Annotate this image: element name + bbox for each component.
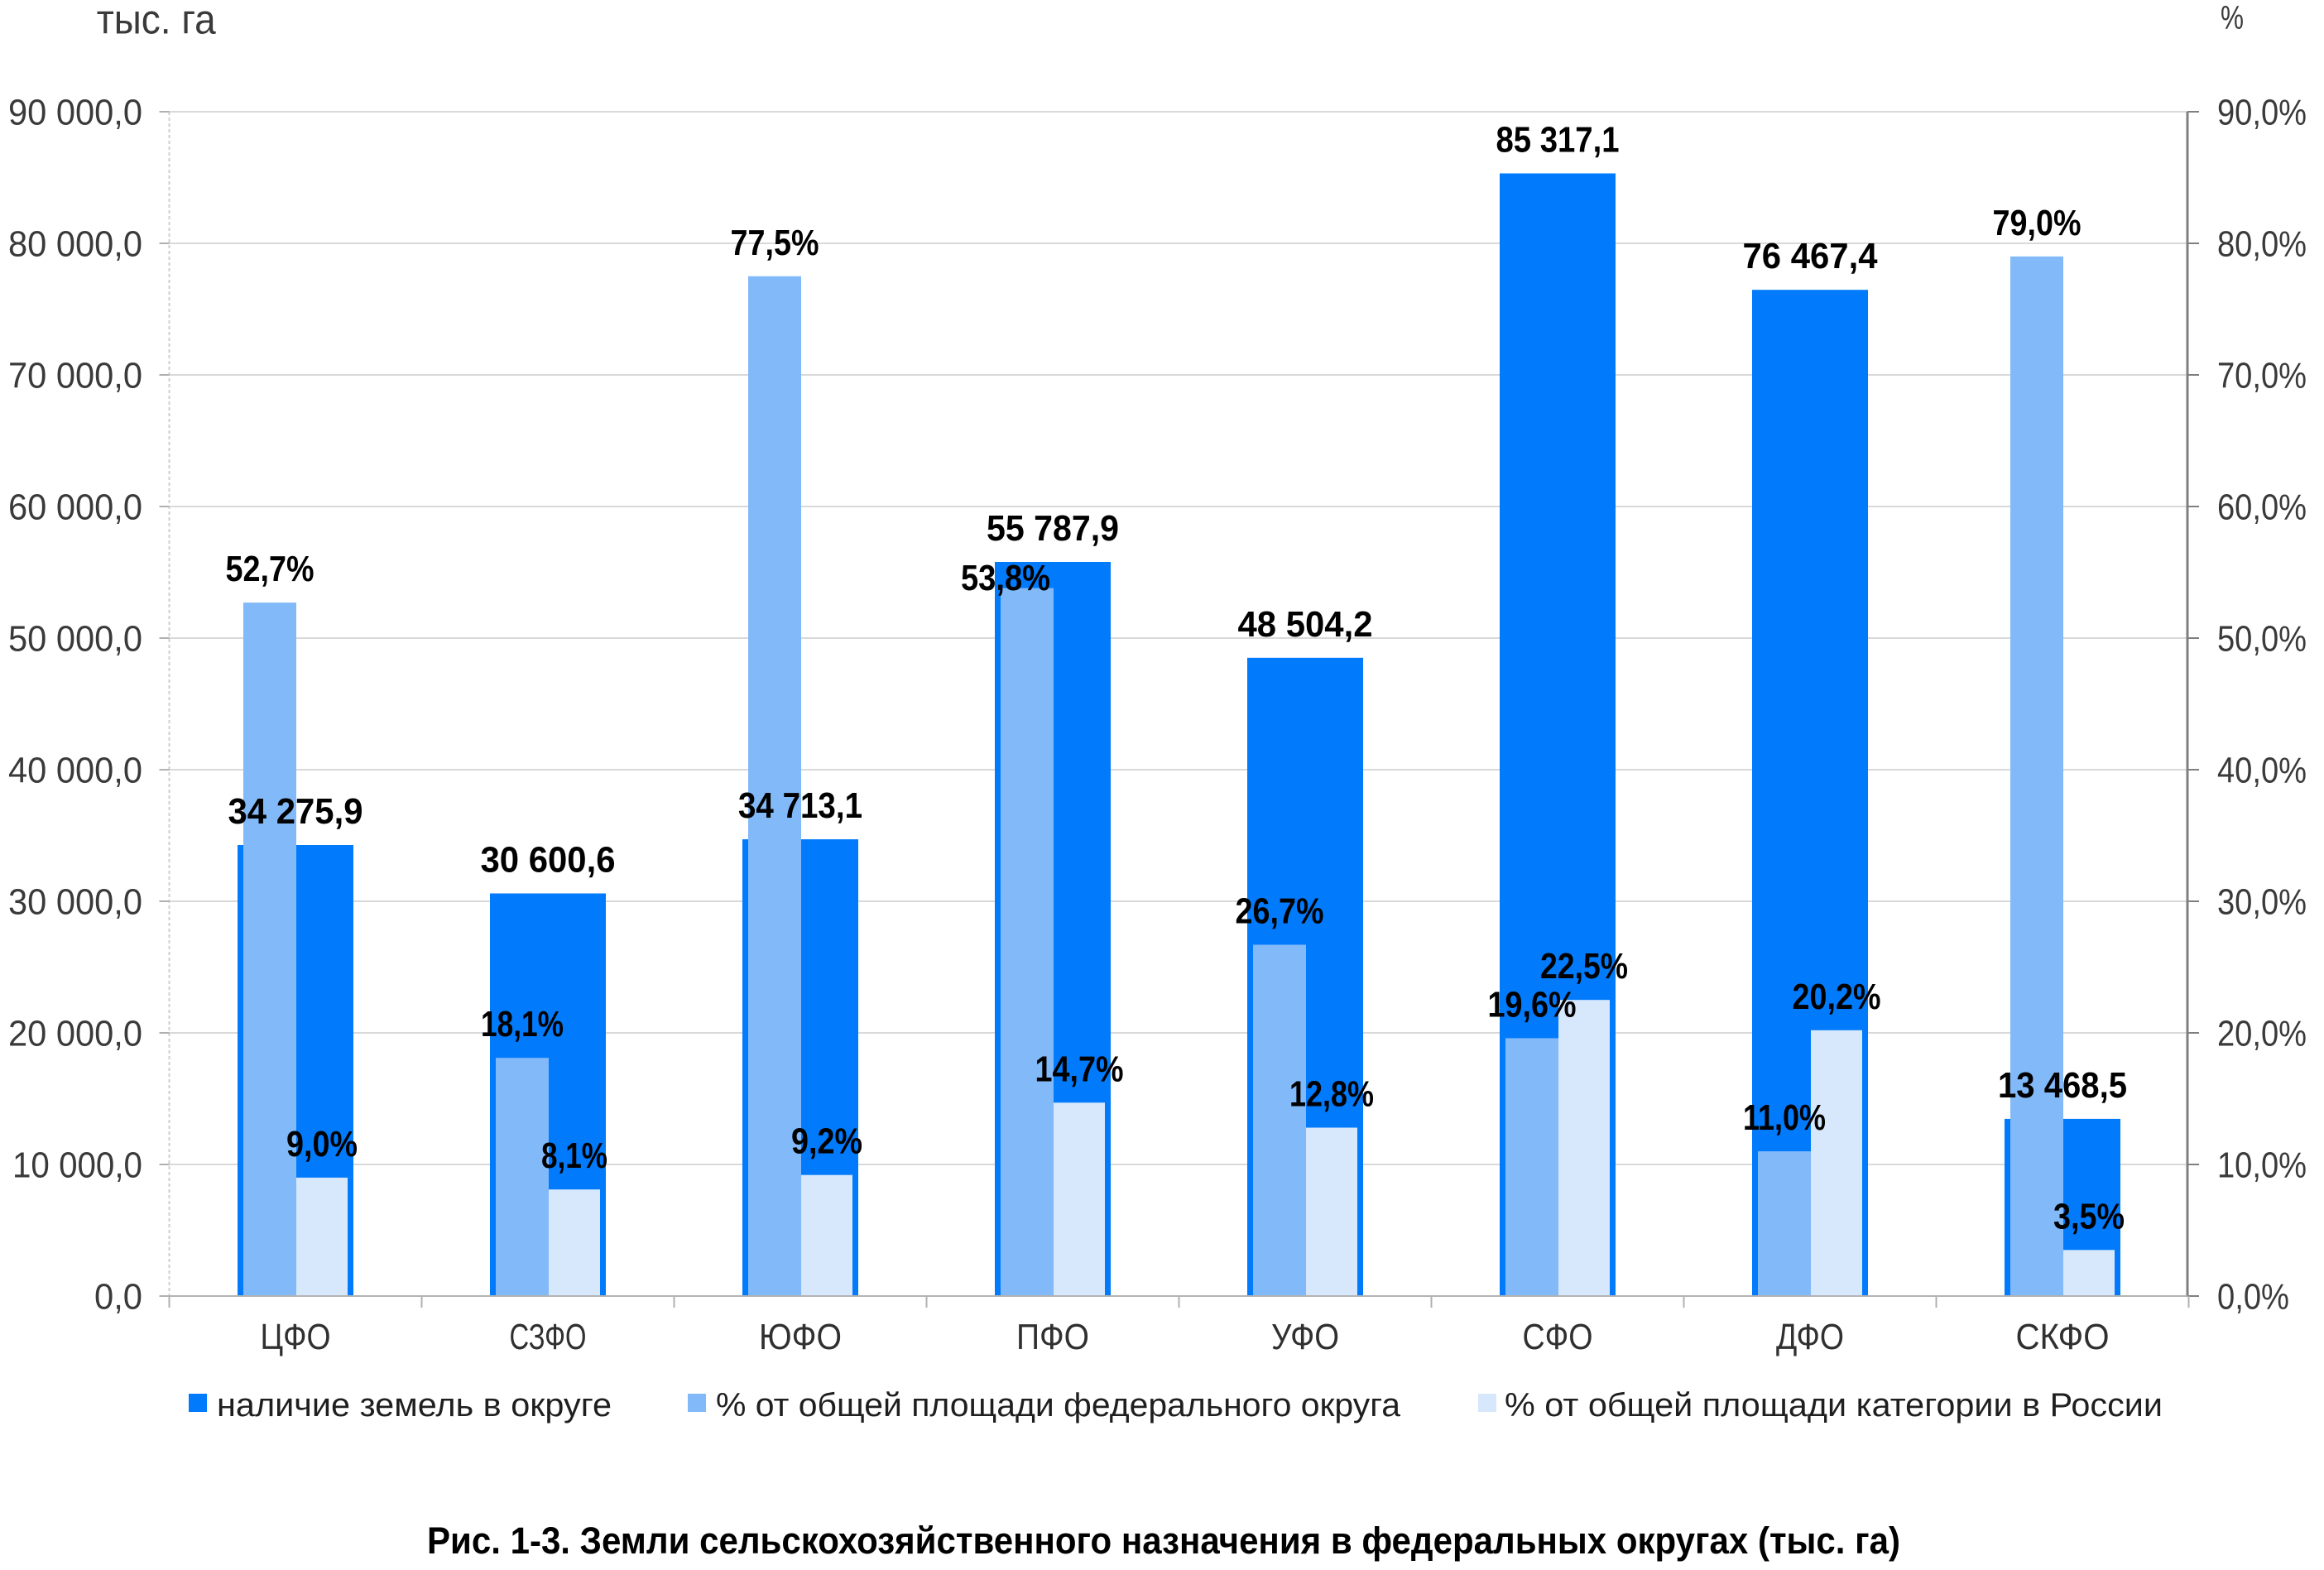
svg-text:53,8%: 53,8%	[961, 558, 1050, 598]
svg-text:85 317,1: 85 317,1	[1496, 120, 1620, 161]
svg-text:30 000,0: 30 000,0	[8, 882, 142, 923]
svg-text:11,0%: 11,0%	[1743, 1097, 1826, 1138]
svg-text:СКФО: СКФО	[2016, 1317, 2110, 1357]
svg-text:30,0%: 30,0%	[2217, 882, 2307, 923]
svg-text:3,5%: 3,5%	[2053, 1196, 2125, 1236]
svg-text:40,0%: 40,0%	[2217, 751, 2307, 791]
svg-text:34 275,9: 34 275,9	[228, 791, 363, 832]
svg-text:ЦФО: ЦФО	[261, 1317, 331, 1357]
svg-text:%: %	[2221, 0, 2244, 36]
svg-text:УФО: УФО	[1271, 1317, 1339, 1357]
svg-text:20,2%: 20,2%	[1793, 977, 1881, 1017]
svg-text:0,0%: 0,0%	[2217, 1277, 2289, 1318]
svg-text:8,1%: 8,1%	[541, 1135, 607, 1176]
svg-text:22,5%: 22,5%	[1540, 946, 1628, 987]
svg-text:19,6%: 19,6%	[1488, 984, 1577, 1025]
svg-text:ДФО: ДФО	[1776, 1317, 1844, 1357]
svg-text:55 787,9: 55 787,9	[987, 508, 1119, 549]
svg-text:50 000,0: 50 000,0	[8, 619, 142, 660]
svg-text:50,0%: 50,0%	[2217, 619, 2307, 660]
svg-text:79,0%: 79,0%	[1993, 203, 2082, 243]
svg-text:60 000,0: 60 000,0	[8, 487, 142, 528]
svg-text:наличие земель в округе: наличие земель в округе	[217, 1387, 612, 1424]
svg-text:77,5%: 77,5%	[731, 223, 819, 263]
svg-text:10 000,0: 10 000,0	[12, 1145, 142, 1186]
svg-text:% от общей площади категории в: % от общей площади категории в России	[1505, 1387, 2163, 1424]
svg-text:60,0%: 60,0%	[2217, 487, 2307, 528]
svg-text:20 000,0: 20 000,0	[8, 1014, 142, 1054]
svg-text:СЗФО: СЗФО	[510, 1317, 587, 1357]
svg-text:80 000,0: 80 000,0	[8, 224, 142, 265]
svg-text:18,1%: 18,1%	[481, 1004, 564, 1044]
svg-text:80,0%: 80,0%	[2217, 224, 2307, 265]
svg-text:13 468,5: 13 468,5	[1998, 1065, 2127, 1106]
svg-text:14,7%: 14,7%	[1035, 1049, 1124, 1089]
svg-text:0,0: 0,0	[94, 1277, 142, 1318]
svg-text:9,0%: 9,0%	[286, 1124, 358, 1164]
svg-text:70 000,0: 70 000,0	[8, 356, 142, 396]
svg-text:СФО: СФО	[1523, 1317, 1593, 1357]
svg-text:30 600,6: 30 600,6	[481, 840, 616, 881]
svg-text:90,0%: 90,0%	[2217, 93, 2307, 133]
svg-text:Рис. 1-3. Земли сельскохозяйст: Рис. 1-3. Земли сельскохозяйственного на…	[427, 1520, 1900, 1562]
svg-text:12,8%: 12,8%	[1289, 1074, 1374, 1115]
svg-text:52,7%: 52,7%	[226, 549, 315, 589]
svg-text:40 000,0: 40 000,0	[8, 751, 142, 791]
svg-text:34 713,1: 34 713,1	[738, 785, 862, 826]
svg-text:ЮФО: ЮФО	[759, 1317, 842, 1357]
svg-text:% от общей площади федеральног: % от общей площади федерального округа	[716, 1387, 1401, 1424]
svg-text:90 000,0: 90 000,0	[8, 93, 142, 133]
svg-text:ПФО: ПФО	[1016, 1317, 1089, 1357]
svg-text:48 504,2: 48 504,2	[1238, 604, 1373, 645]
svg-text:70,0%: 70,0%	[2217, 356, 2307, 396]
svg-text:20,0%: 20,0%	[2217, 1014, 2307, 1054]
svg-text:76 467,4: 76 467,4	[1743, 236, 1878, 276]
svg-text:10,0%: 10,0%	[2217, 1145, 2307, 1186]
svg-text:тыс. га: тыс. га	[97, 0, 216, 43]
svg-text:9,2%: 9,2%	[791, 1121, 862, 1162]
svg-text:26,7%: 26,7%	[1236, 891, 1324, 932]
